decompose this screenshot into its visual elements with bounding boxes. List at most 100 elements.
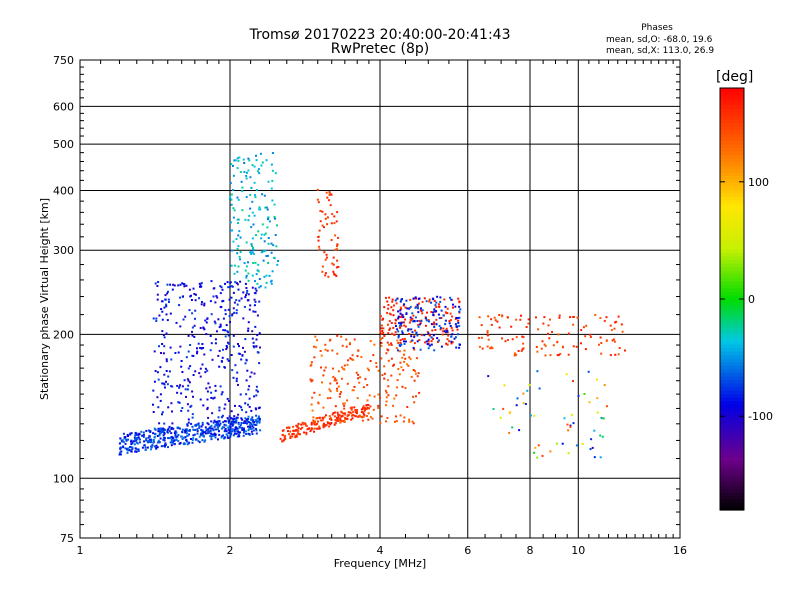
data-point — [243, 162, 246, 164]
data-point — [255, 394, 258, 397]
data-point — [175, 431, 178, 434]
data-point — [263, 233, 266, 236]
data-point — [188, 429, 191, 431]
data-point — [449, 296, 452, 299]
data-point — [225, 433, 228, 436]
data-point — [174, 433, 177, 436]
data-point — [162, 438, 165, 441]
data-point — [197, 423, 200, 426]
data-point — [252, 341, 255, 344]
data-point — [316, 188, 319, 191]
data-point — [181, 431, 184, 434]
data-point — [369, 416, 372, 418]
data-point — [230, 163, 233, 166]
data-point — [222, 317, 225, 320]
data-point — [201, 434, 204, 437]
data-point — [157, 281, 160, 283]
data-point — [229, 281, 232, 284]
data-point — [457, 333, 460, 336]
data-point — [156, 298, 159, 301]
data-point — [266, 254, 269, 257]
data-point — [214, 389, 217, 392]
data-point — [313, 356, 316, 359]
data-point — [415, 357, 418, 360]
data-point — [170, 439, 173, 441]
data-point — [336, 352, 339, 355]
data-point — [313, 422, 315, 425]
data-point — [380, 344, 383, 347]
colorbar-tick-label: 0 — [748, 293, 755, 306]
data-point — [245, 241, 248, 244]
data-point — [427, 347, 430, 350]
data-point — [223, 423, 226, 426]
data-point — [396, 328, 399, 331]
colorbar-segment — [720, 200, 744, 205]
data-point — [427, 319, 430, 321]
data-point — [250, 253, 253, 255]
data-point — [487, 375, 490, 378]
data-point — [533, 451, 536, 454]
data-point — [171, 422, 174, 425]
data-point — [256, 334, 259, 337]
data-point — [601, 435, 604, 438]
data-point — [433, 310, 436, 313]
data-point — [599, 317, 602, 319]
data-point — [330, 422, 333, 424]
data-point — [252, 249, 255, 252]
data-point — [156, 293, 159, 296]
data-point — [239, 171, 242, 174]
data-point — [127, 447, 130, 450]
data-point — [403, 324, 406, 327]
colorbar-segment — [720, 302, 744, 307]
data-point — [179, 442, 182, 444]
data-point — [154, 433, 157, 436]
colorbar-segment — [720, 133, 744, 138]
data-point — [418, 339, 421, 341]
data-point — [140, 430, 143, 433]
data-point — [346, 415, 349, 417]
data-point — [316, 339, 319, 342]
data-point — [398, 322, 400, 325]
data-point — [238, 345, 240, 348]
data-point — [336, 245, 338, 248]
data-point — [224, 313, 227, 316]
data-point — [347, 359, 349, 362]
data-point — [294, 436, 297, 439]
data-point — [435, 310, 438, 313]
data-point — [158, 428, 161, 431]
data-point — [251, 433, 254, 435]
data-point — [234, 364, 237, 367]
data-point — [425, 324, 427, 327]
data-point — [404, 340, 407, 343]
data-point — [325, 253, 328, 256]
data-point — [498, 314, 501, 316]
data-point — [167, 427, 170, 430]
data-point — [446, 343, 449, 346]
data-point — [203, 431, 206, 434]
data-point — [480, 324, 483, 327]
data-point — [227, 436, 230, 439]
data-point — [202, 434, 205, 437]
data-point — [441, 333, 444, 336]
data-point — [122, 440, 125, 443]
data-point — [440, 317, 443, 319]
data-point — [322, 426, 325, 429]
data-point — [128, 449, 131, 452]
data-point — [596, 411, 599, 414]
data-point — [166, 430, 169, 433]
data-point — [316, 427, 319, 430]
data-point — [334, 377, 336, 380]
data-point — [230, 229, 232, 232]
data-point — [610, 329, 613, 332]
data-point — [346, 417, 349, 420]
data-point — [235, 380, 238, 383]
data-point — [231, 229, 234, 232]
data-point — [270, 279, 273, 282]
data-point — [137, 448, 140, 451]
data-point — [262, 259, 265, 262]
y-tick-label: 600 — [53, 100, 74, 113]
data-point — [357, 377, 360, 380]
data-point — [276, 224, 278, 227]
data-point — [388, 343, 391, 346]
data-point — [221, 300, 224, 303]
